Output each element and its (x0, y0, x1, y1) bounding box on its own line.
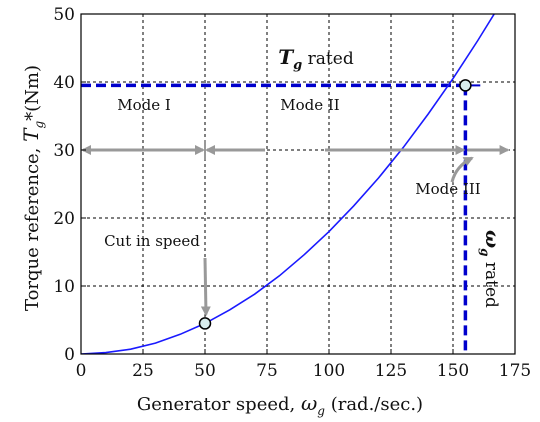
plot-frame (80, 13, 516, 355)
x-tick-label: 25 (132, 361, 154, 381)
x-tick-label: 175 (499, 361, 531, 381)
x-tick-label: 125 (375, 361, 407, 381)
mode-1-label: Mode I (117, 96, 171, 114)
plot-border (80, 13, 516, 355)
wg-rated-label: ωg rated (478, 230, 503, 308)
operating-point-markers (198, 79, 472, 330)
y-tick-label: 20 (53, 209, 75, 229)
y-tick-label: 10 (53, 277, 75, 297)
mode-3-pointer (450, 156, 474, 183)
x-axis-label: Generator speed, ωg (rad./sec.) (137, 391, 423, 418)
x-tick-label: 0 (76, 361, 87, 381)
rated-point-marker (459, 79, 472, 92)
y-tick-label: 40 (53, 73, 75, 93)
cut-in-pointer (200, 257, 211, 317)
tg-rated-label: Tg rated (278, 45, 354, 73)
x-tick-label: 50 (194, 361, 216, 381)
y-axis-label: Torque reference, Tg*(Nm) (19, 65, 46, 311)
mode-arrows (81, 140, 510, 317)
y-tick-label: 0 (64, 345, 75, 365)
axis-ticks: 0 25 50 75 100 125 150 175 0 10 20 30 40 50 (53, 5, 531, 381)
x-tick-label: 75 (256, 361, 278, 381)
y-tick-label: 30 (53, 141, 75, 161)
x-tick-label: 150 (437, 361, 469, 381)
cut-in-point-marker (198, 317, 212, 330)
torque-curve-series (81, 14, 496, 354)
cut-in-speed-label: Cut in speed (104, 232, 200, 250)
y-tick-label: 50 (53, 5, 75, 25)
mode-3-label: Mode III (415, 180, 480, 198)
mode-2-label: Mode II (280, 96, 340, 114)
x-tick-label: 100 (313, 361, 345, 381)
torque-curve-line (81, 14, 496, 354)
